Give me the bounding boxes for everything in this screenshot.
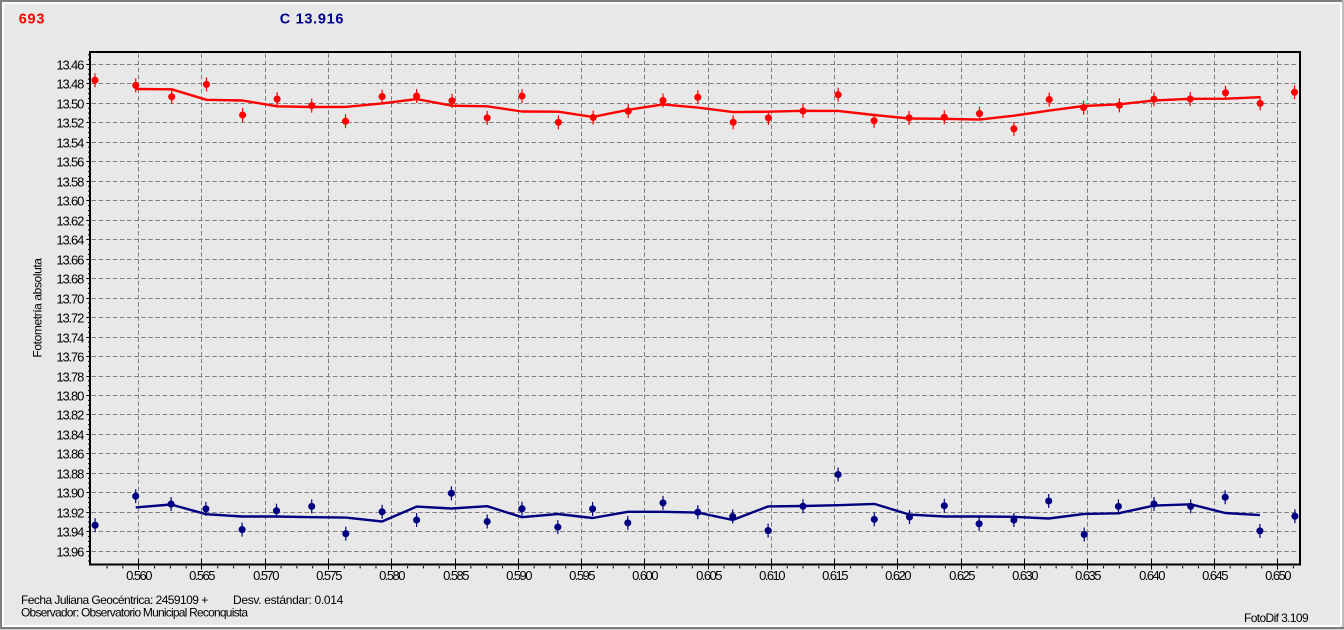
svg-text:0.580: 0.580 [379, 568, 405, 583]
svg-text:13.70: 13.70 [56, 292, 84, 307]
svg-text:693: 693 [19, 11, 45, 27]
svg-text:0.635: 0.635 [1075, 568, 1101, 583]
svg-text:Observador: Observatorio Munic: Observador: Observatorio Municipal Recon… [21, 605, 248, 619]
svg-text:0.560: 0.560 [126, 568, 152, 583]
svg-text:0.595: 0.595 [569, 568, 595, 583]
svg-text:0.640: 0.640 [1139, 568, 1165, 583]
svg-text:13.78: 13.78 [56, 370, 84, 385]
svg-text:0.645: 0.645 [1202, 568, 1228, 583]
svg-text:0.570: 0.570 [253, 568, 279, 583]
svg-text:13.50: 13.50 [56, 97, 84, 112]
svg-text:0.620: 0.620 [885, 568, 911, 583]
svg-text:13.90: 13.90 [56, 486, 84, 501]
svg-text:0.610: 0.610 [759, 568, 785, 583]
svg-text:13.80: 13.80 [56, 389, 84, 404]
svg-text:13.92: 13.92 [56, 506, 84, 521]
svg-text:0.605: 0.605 [696, 568, 722, 583]
svg-text:0.650: 0.650 [1265, 568, 1291, 583]
svg-text:13.46: 13.46 [56, 58, 84, 73]
svg-text:13.88: 13.88 [56, 467, 84, 482]
svg-text:C 13.916: C 13.916 [280, 11, 344, 27]
svg-text:0.590: 0.590 [506, 568, 532, 583]
svg-text:13.58: 13.58 [56, 175, 84, 190]
svg-text:Fotometría absoluta: Fotometría absoluta [31, 258, 45, 358]
svg-text:0.585: 0.585 [443, 568, 469, 583]
svg-text:13.84: 13.84 [56, 428, 84, 443]
svg-text:Fecha Juliana Geocéntrica: 245: Fecha Juliana Geocéntrica: 2459109 + [21, 593, 208, 607]
svg-text:13.56: 13.56 [56, 155, 84, 170]
svg-text:13.68: 13.68 [56, 272, 84, 287]
svg-text:13.60: 13.60 [56, 194, 84, 209]
svg-text:13.66: 13.66 [56, 253, 84, 268]
svg-text:13.74: 13.74 [56, 331, 84, 346]
svg-text:13.82: 13.82 [56, 408, 84, 423]
svg-text:13.76: 13.76 [56, 350, 84, 365]
svg-text:13.54: 13.54 [56, 136, 84, 151]
svg-text:0.630: 0.630 [1012, 568, 1038, 583]
svg-text:13.96: 13.96 [56, 545, 84, 560]
svg-text:13.62: 13.62 [56, 214, 84, 229]
svg-text:FotoDif 3.109: FotoDif 3.109 [1244, 611, 1309, 625]
svg-text:13.64: 13.64 [56, 233, 84, 248]
svg-text:13.48: 13.48 [56, 77, 84, 92]
svg-text:Desv. estándar: 0.014: Desv. estándar: 0.014 [233, 593, 344, 607]
svg-text:13.94: 13.94 [56, 525, 84, 540]
svg-text:13.86: 13.86 [56, 447, 84, 462]
svg-text:0.625: 0.625 [949, 568, 975, 583]
svg-text:0.575: 0.575 [316, 568, 342, 583]
svg-text:0.615: 0.615 [822, 568, 848, 583]
svg-text:0.600: 0.600 [632, 568, 658, 583]
svg-text:0.565: 0.565 [189, 568, 215, 583]
svg-text:13.52: 13.52 [56, 116, 84, 131]
svg-text:13.72: 13.72 [56, 311, 84, 326]
